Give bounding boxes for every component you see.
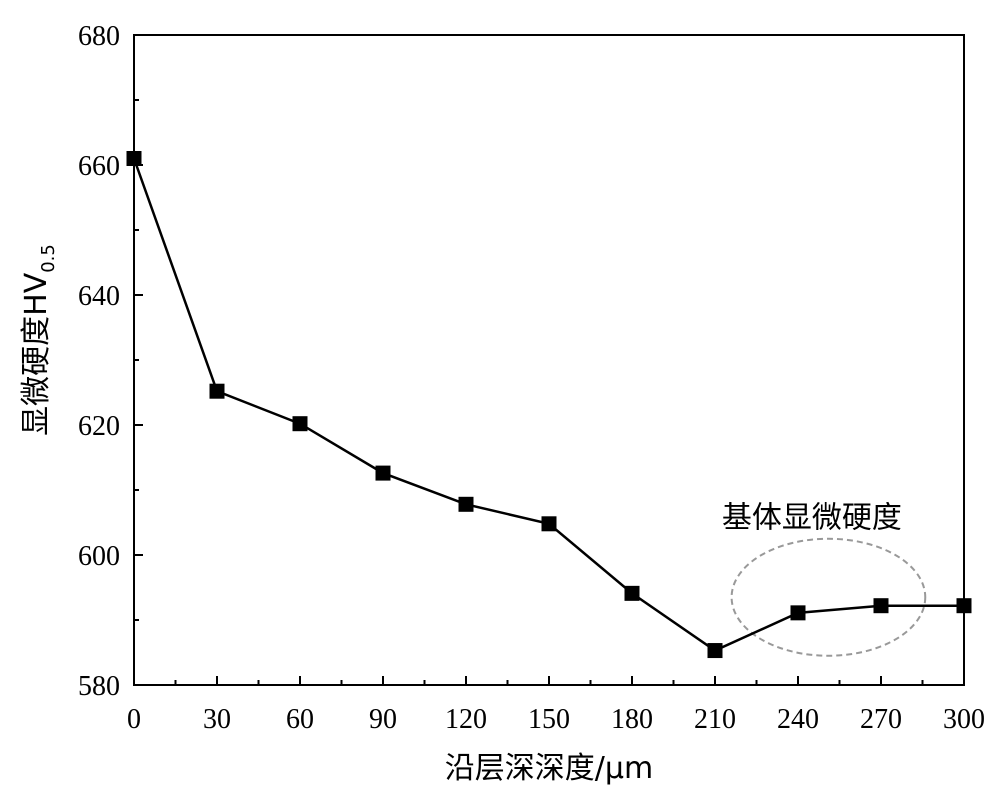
- x-tick-label: 240: [777, 704, 819, 735]
- series-line: [132, 158, 964, 652]
- x-axis-title: 沿层深深度/μm: [445, 751, 653, 786]
- data-point: [624, 585, 640, 601]
- y-tick-label: 620: [78, 411, 120, 442]
- x-tick-label: 150: [528, 704, 570, 735]
- x-tick-label: 180: [611, 704, 653, 735]
- y-tick-label: 660: [78, 151, 120, 182]
- x-tick-label: 30: [203, 704, 231, 735]
- data-point: [873, 598, 889, 614]
- data-point: [541, 516, 557, 532]
- x-tick-label: 270: [860, 704, 902, 735]
- y-tick-label: 600: [78, 541, 120, 572]
- data-point: [209, 383, 225, 399]
- x-tick-label: 60: [286, 704, 314, 735]
- x-tick-label: 120: [445, 704, 487, 735]
- y-axis-title-main: 显微硬度HV: [19, 272, 54, 436]
- y-tick-label: 680: [78, 21, 120, 52]
- y-axis-title-subscript: 0.5: [38, 244, 59, 273]
- plot-frame: [133, 34, 965, 686]
- axis-ticks: [133, 34, 965, 686]
- data-point: [790, 605, 806, 621]
- data-point: [375, 465, 391, 481]
- matrix-hardness-ellipse: [730, 537, 927, 657]
- x-tick-label: 300: [943, 704, 985, 735]
- data-point: [707, 643, 723, 659]
- data-point: [458, 496, 474, 512]
- data-point: [292, 416, 308, 432]
- x-tick-labels: 0 30 60 90 120 150 180 210 240 270 300: [127, 704, 985, 735]
- y-tick-label: 580: [78, 671, 120, 702]
- y-tick-label: 640: [78, 281, 120, 312]
- y-axis-title: 显微硬度HV0.5: [19, 244, 59, 436]
- x-tick-label: 0: [127, 704, 141, 735]
- x-tick-label: 210: [694, 704, 736, 735]
- matrix-hardness-annotation: 基体显微硬度: [722, 500, 902, 535]
- y-tick-labels: 580 600 620 640 660 680: [78, 21, 120, 702]
- data-markers: [126, 151, 972, 659]
- x-tick-label: 90: [369, 704, 397, 735]
